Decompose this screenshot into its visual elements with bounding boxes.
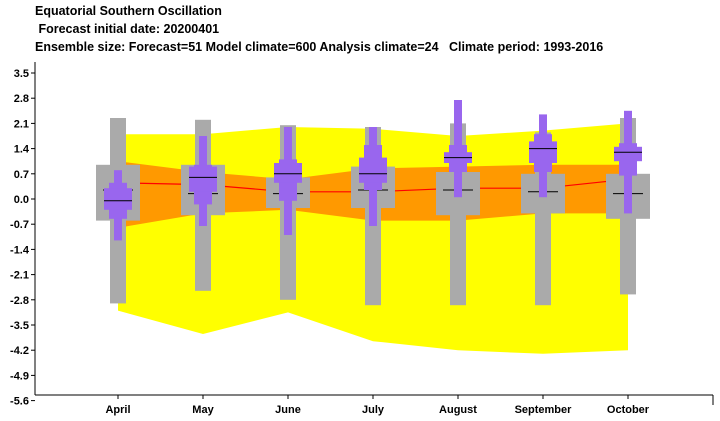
x-tick-label-september: September [515,404,573,416]
forecast-iqr-5 [529,141,557,163]
x-tick-label-october: October [607,404,650,416]
x-tick-label-may: May [192,404,214,416]
y-tick-label: 2.8 [14,93,29,105]
forecast-iqr-2 [274,163,302,183]
y-tick-label: -0.7 [10,219,29,231]
y-tick-label: -5.6 [10,396,29,408]
ensemble-info-label: Ensemble size: Forecast=51 Model climate… [35,40,604,54]
forecast-layer [104,100,642,241]
chart-header: Equatorial Southern Oscillation Forecast… [35,2,603,56]
y-tick-label: 0.0 [14,194,29,206]
x-tick-label-july: July [362,404,385,416]
y-tick-label: 3.5 [14,68,29,80]
axes-layer: 3.5 2.8 2.1 1.4 0.7 0.0 -0.7 -1.4 -2.1 -2.8 -3.5 -4… [10,62,714,416]
y-tick-label: -4.2 [10,345,29,357]
chart-title: Equatorial Southern Oscillation [35,4,222,18]
y-tick-label: -3.5 [10,320,29,332]
y-tick-label: 2.1 [14,118,29,130]
forecast-iqr-3 [359,157,387,183]
y-tick-label: 0.7 [14,169,29,181]
y-tick-label: -2.1 [10,270,29,282]
y-tick-label: 1.4 [14,144,30,156]
y-tick-label: -1.4 [10,244,30,256]
forecast-iqr-1 [189,166,217,192]
forecast-iqr-0 [104,188,132,210]
x-tick-label-april: April [105,404,130,416]
y-tick-label: -2.8 [10,295,29,307]
x-tick-label-june: June [275,404,301,416]
forecast-date-label: Forecast initial date: 20200401 [35,22,220,36]
y-tick-label: -4.9 [10,370,29,382]
forecast-iqr-6 [614,146,642,162]
x-tick-label-august: August [439,404,477,416]
